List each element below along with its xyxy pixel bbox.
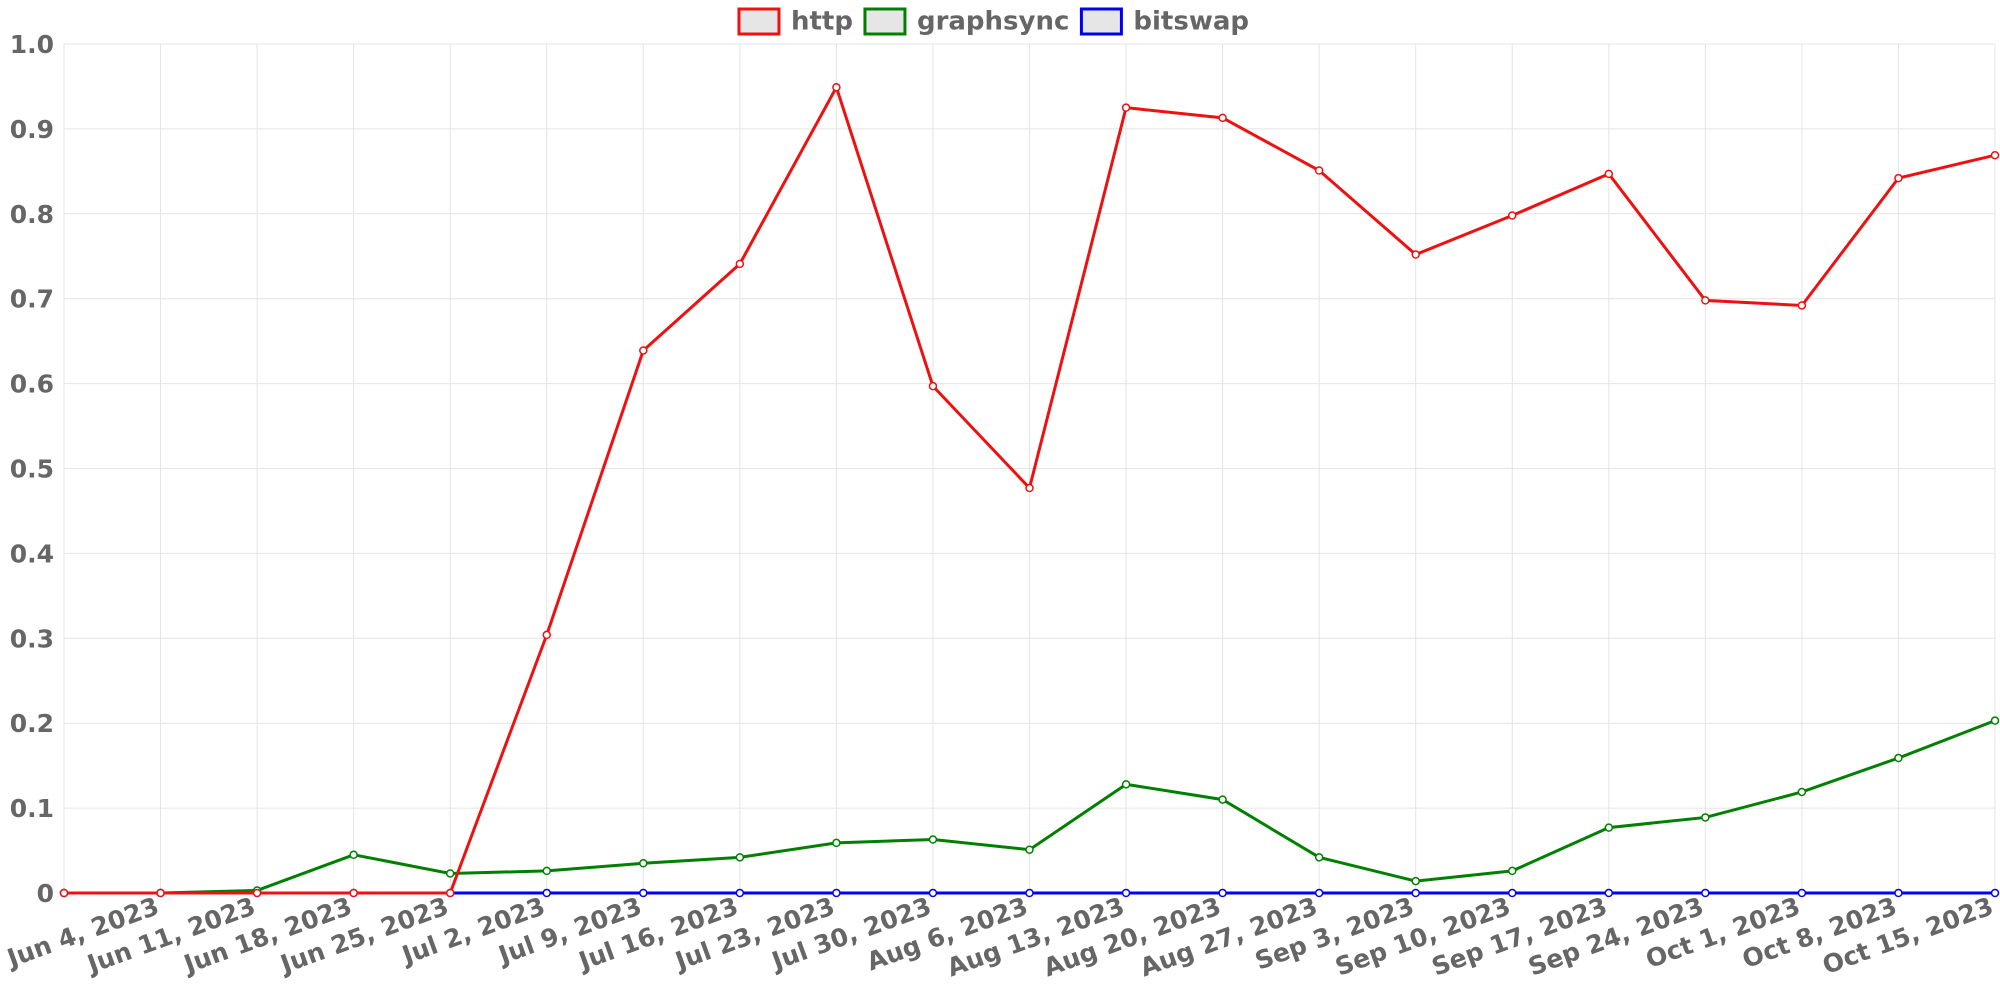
- data-point: [928, 381, 938, 391]
- legend-swatch: [737, 7, 781, 36]
- y-tick-label: 0: [37, 879, 54, 908]
- data-point: [542, 866, 551, 876]
- legend-swatch: [1079, 7, 1123, 36]
- legend: http graphsync bitswap: [737, 7, 1249, 37]
- data-point: [832, 838, 841, 848]
- data-point: [639, 888, 648, 898]
- data-point: [1701, 296, 1710, 305]
- y-tick-label: 0.3: [10, 624, 54, 653]
- data-point: [252, 888, 262, 898]
- data-point: [1411, 876, 1420, 886]
- legend-swatch: [863, 7, 907, 36]
- data-point: [1894, 888, 1903, 898]
- y-tick-label: 0.6: [10, 370, 54, 399]
- data-point: [1797, 888, 1807, 898]
- data-point: [1121, 103, 1131, 112]
- y-tick-label: 0.8: [10, 200, 54, 229]
- y-tick-label: 0.7: [10, 285, 54, 314]
- data-point: [832, 888, 841, 898]
- data-point: [735, 888, 745, 898]
- data-point: [1121, 888, 1131, 898]
- legend-label: bitswap: [1133, 7, 1249, 37]
- data-point: [1701, 888, 1710, 898]
- data-point: [1025, 845, 1034, 854]
- data-point: [349, 850, 358, 860]
- data-point: [928, 888, 938, 898]
- data-point: [1604, 169, 1614, 179]
- data-point: [1990, 716, 2000, 725]
- data-point: [1797, 787, 1807, 797]
- data-point: [445, 888, 455, 898]
- data-point: [542, 630, 551, 640]
- data-point: [1121, 780, 1131, 789]
- data-point: [735, 853, 745, 862]
- legend-label: graphsync: [917, 7, 1069, 37]
- data-point: [1314, 888, 1324, 898]
- data-point: [542, 888, 551, 898]
- y-tick-label: 0.9: [10, 115, 54, 144]
- data-point: [928, 835, 938, 844]
- data-point: [1218, 888, 1227, 898]
- data-point: [1314, 853, 1324, 862]
- data-point: [1990, 888, 2000, 898]
- data-point: [832, 83, 841, 92]
- data-point: [349, 888, 358, 898]
- y-tick-label: 0.1: [10, 794, 54, 823]
- data-point: [1508, 211, 1517, 220]
- data-point: [1411, 250, 1420, 259]
- data-point: [1701, 813, 1710, 822]
- data-point: [59, 888, 69, 898]
- data-point: [639, 346, 648, 355]
- data-point: [1218, 795, 1227, 804]
- data-point: [1025, 888, 1034, 898]
- y-tick-label: 1.0: [10, 30, 54, 59]
- y-tick-label: 0.4: [10, 539, 54, 568]
- data-point: [1411, 888, 1420, 898]
- data-point: [1894, 173, 1903, 183]
- y-tick-label: 0.2: [10, 709, 54, 738]
- data-point: [156, 888, 165, 898]
- data-point: [1604, 823, 1614, 832]
- data-point: [1604, 888, 1614, 898]
- data-point: [1894, 753, 1903, 763]
- legend-label: http: [791, 7, 853, 37]
- data-point: [1218, 113, 1227, 123]
- data-point: [1508, 888, 1517, 898]
- data-point: [735, 259, 745, 269]
- data-point: [1508, 866, 1517, 876]
- data-point: [1314, 166, 1324, 175]
- data-point: [1025, 483, 1034, 493]
- y-tick-label: 0.5: [10, 455, 54, 484]
- data-point: [639, 859, 648, 868]
- data-point: [1797, 301, 1807, 310]
- data-point: [445, 869, 455, 878]
- data-point: [1990, 150, 2000, 160]
